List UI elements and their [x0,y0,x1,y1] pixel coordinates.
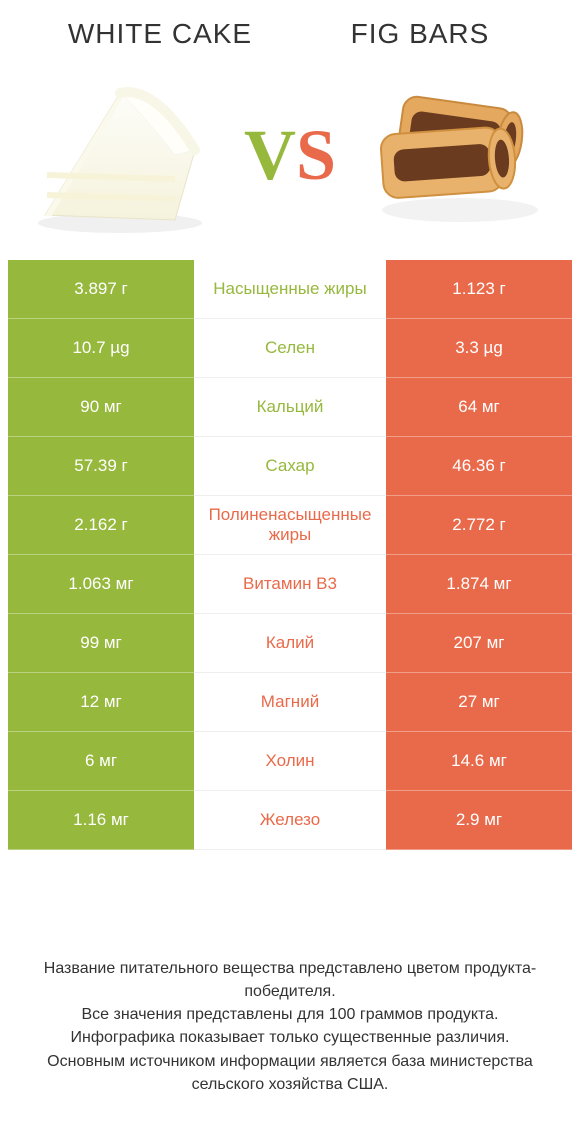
table-row: 90 мгКальций64 мг [8,378,572,437]
left-title: WHITE CAKE [30,18,290,50]
left-value: 3.897 г [8,260,194,319]
right-value: 27 мг [386,673,572,732]
nutrient-label: Кальций [194,378,386,437]
header: WHITE CAKE FIG BARS [0,0,580,60]
right-value: 2.9 мг [386,791,572,850]
right-value: 14.6 мг [386,732,572,791]
nutrient-label: Калий [194,614,386,673]
left-value: 10.7 µg [8,319,194,378]
table-row: 1.063 мгВитамин B31.874 мг [8,555,572,614]
right-title: FIG BARS [290,18,550,50]
left-value: 1.16 мг [8,791,194,850]
table-row: 1.16 мгЖелезо2.9 мг [8,791,572,850]
nutrient-label: Селен [194,319,386,378]
left-value: 57.39 г [8,437,194,496]
left-value: 1.063 мг [8,555,194,614]
footer-line: Основным источником информации является … [24,1050,556,1096]
left-value: 99 мг [8,614,194,673]
vs-label: VS [244,114,336,197]
white-cake-icon [20,65,220,245]
table-row: 99 мгКалий207 мг [8,614,572,673]
nutrient-label: Насыщенные жиры [194,260,386,319]
nutrient-label: Холин [194,732,386,791]
right-value: 64 мг [386,378,572,437]
right-value: 207 мг [386,614,572,673]
comparison-table: 3.897 гНасыщенные жиры1.123 г10.7 µgСеле… [8,260,572,850]
nutrient-label: Железо [194,791,386,850]
fig-bars-icon [360,65,560,245]
left-value: 2.162 г [8,496,194,555]
footer-line: Все значения представлены для 100 граммо… [24,1003,556,1026]
left-value: 12 мг [8,673,194,732]
right-value: 1.123 г [386,260,572,319]
nutrient-label: Сахар [194,437,386,496]
right-value: 1.874 мг [386,555,572,614]
nutrient-label: Магний [194,673,386,732]
table-row: 6 мгХолин14.6 мг [8,732,572,791]
right-value: 2.772 г [386,496,572,555]
image-row: VS [0,60,580,250]
left-value: 90 мг [8,378,194,437]
right-value: 46.36 г [386,437,572,496]
table-row: 10.7 µgСелен3.3 µg [8,319,572,378]
comparison-infographic: { "header": { "left_title": "WHITE CAKE"… [0,0,580,1144]
nutrient-label: Витамин B3 [194,555,386,614]
table-row: 12 мгМагний27 мг [8,673,572,732]
vs-s: S [296,115,336,195]
left-value: 6 мг [8,732,194,791]
footer-line: Инфографика показывает только существенн… [24,1026,556,1049]
table-row: 2.162 гПолиненасыщенные жиры2.772 г [8,496,572,555]
nutrient-label: Полиненасыщенные жиры [194,496,386,555]
right-value: 3.3 µg [386,319,572,378]
table-row: 3.897 гНасыщенные жиры1.123 г [8,260,572,319]
table-row: 57.39 гСахар46.36 г [8,437,572,496]
footer-line: Название питательного вещества представл… [24,957,556,1003]
footer-note: Название питательного вещества представл… [0,957,580,1096]
vs-v: V [244,115,296,195]
